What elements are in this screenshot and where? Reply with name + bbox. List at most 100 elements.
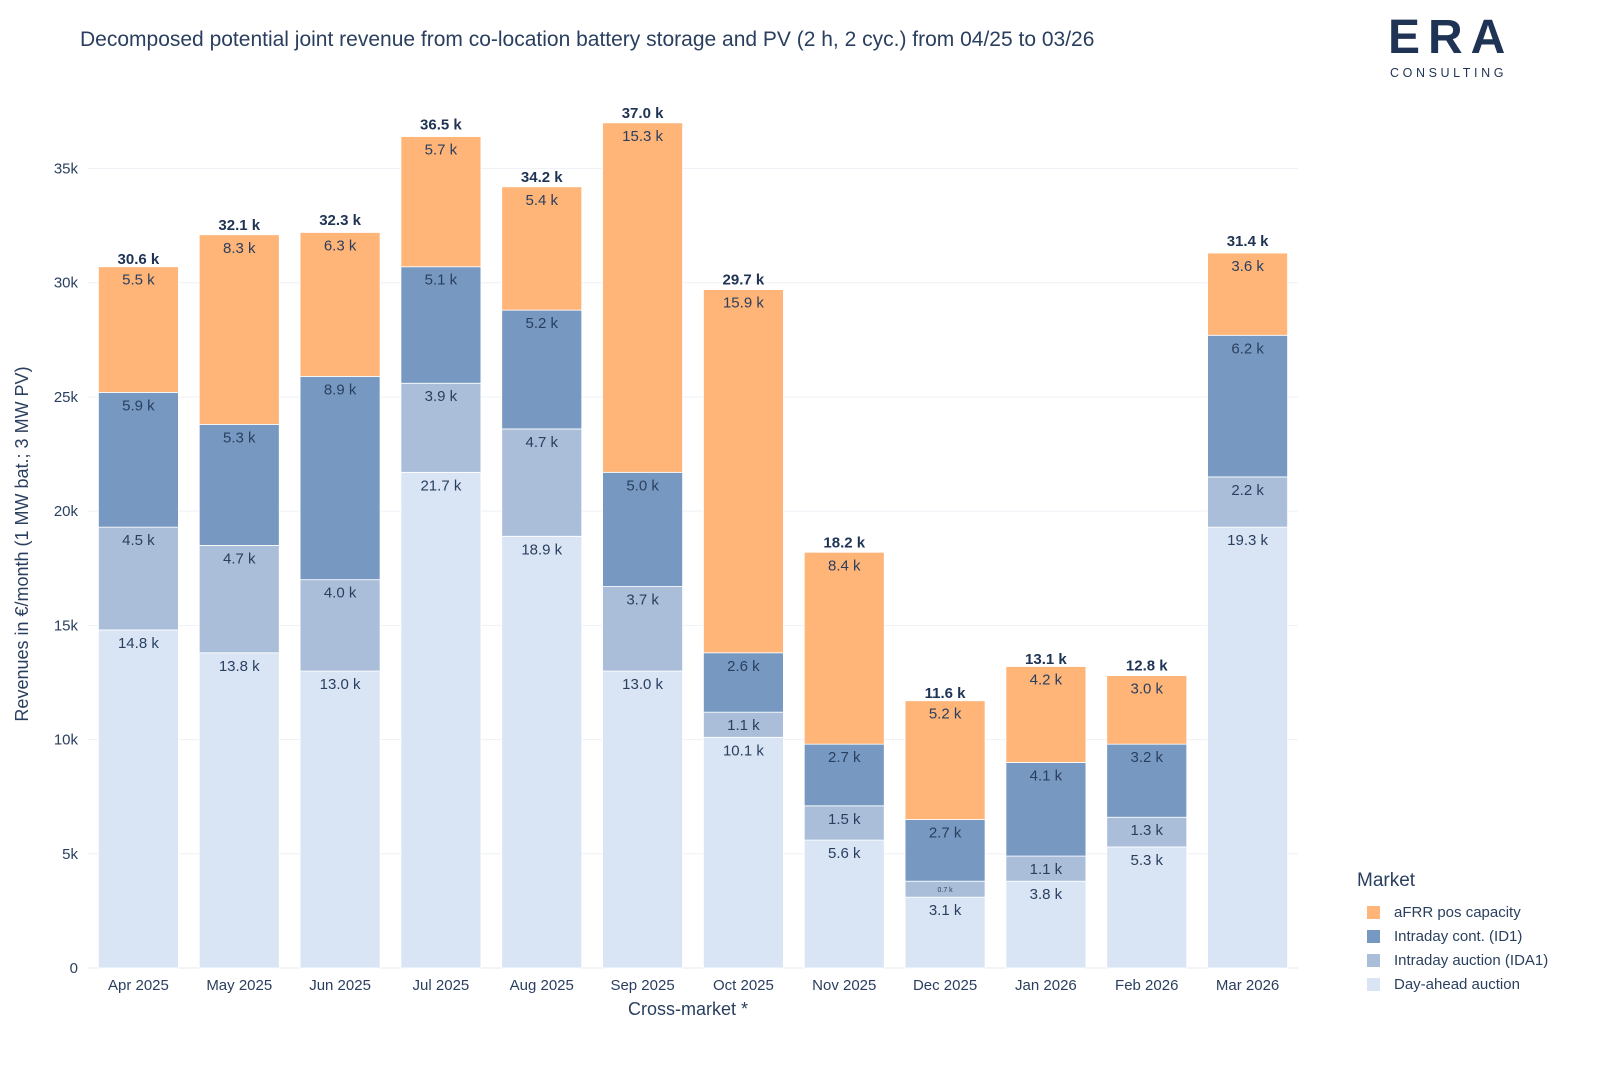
x-tick-label: Nov 2025 — [812, 977, 876, 994]
legend-item-afrr[interactable]: aFRR pos capacity — [1357, 900, 1548, 924]
bar-value-label: 3.6 k — [1231, 258, 1264, 275]
bar-segment[interactable] — [299, 670, 381, 969]
bars — [98, 122, 1288, 969]
y-tick-label: 10k — [54, 732, 79, 749]
legend-item-intraday-auction[interactable]: Intraday auction (IDA1) — [1357, 948, 1548, 972]
bar-value-label: 4.5 k — [122, 532, 155, 549]
bar-total-label: 11.6 k — [925, 685, 967, 702]
era-consulting-logo: ERA CONSULTING — [1388, 10, 1518, 85]
bar-segment[interactable] — [1005, 880, 1087, 969]
bar-segment[interactable] — [803, 551, 885, 745]
data-labels: 14.8 k 4.5 k 5.9 k 5.5 k 30.6 k 13.8 k 4.7 k 5.… — [118, 105, 1270, 919]
legend-label-day-ahead: Day-ahead auction — [1394, 975, 1520, 993]
bar-value-label: 6.2 k — [1231, 340, 1264, 357]
bar-segment[interactable] — [299, 375, 381, 581]
gridlines — [88, 168, 1298, 969]
bar-value-label: 5.9 k — [122, 397, 155, 414]
bar-segment[interactable] — [803, 839, 885, 969]
bar-segment[interactable] — [1106, 743, 1188, 818]
bar-segment[interactable] — [400, 136, 482, 268]
bar-segment[interactable] — [1106, 846, 1188, 969]
bar-value-label: 21.7 k — [420, 477, 461, 494]
bar-segment[interactable] — [1106, 816, 1188, 848]
bar-value-label: 5.0 k — [626, 477, 659, 494]
bar-segment[interactable] — [703, 736, 784, 969]
bar-value-label: 13.0 k — [320, 676, 361, 693]
bar-segment[interactable] — [98, 526, 179, 631]
bar-value-label: 13.0 k — [622, 676, 663, 693]
bar-segment[interactable] — [400, 471, 482, 969]
bar-segment[interactable] — [602, 471, 683, 587]
bar-segment[interactable] — [803, 805, 885, 841]
bar-segment[interactable] — [198, 545, 280, 654]
bar-segment[interactable] — [299, 232, 381, 377]
bar-segment[interactable] — [602, 670, 683, 969]
bar-segment[interactable] — [904, 896, 986, 969]
bar-segment[interactable] — [1207, 476, 1288, 528]
x-tick-label: Apr 2025 — [108, 977, 169, 994]
bar-segment[interactable] — [703, 289, 784, 654]
bar-segment[interactable] — [198, 652, 280, 969]
bar-segment[interactable] — [904, 819, 986, 882]
bar-value-label: 19.3 k — [1227, 532, 1268, 549]
bar-value-label: 5.3 k — [1130, 852, 1163, 869]
bar-segment[interactable] — [98, 391, 179, 528]
legend-swatch-intraday-cont — [1367, 929, 1380, 943]
bar-total-label: 36.5 k — [420, 116, 462, 133]
bar-value-label: 5.7 k — [425, 142, 458, 159]
bar-value-label: 4.0 k — [324, 585, 357, 602]
bar-segment[interactable] — [1207, 252, 1288, 336]
x-tick-label: Dec 2025 — [913, 977, 977, 994]
legend-item-intraday-cont[interactable]: Intraday cont. (ID1) — [1357, 924, 1548, 948]
bar-segment[interactable] — [501, 186, 583, 311]
bar-segment[interactable] — [98, 629, 179, 969]
bar-segment[interactable] — [501, 309, 583, 430]
y-tick-label: 15k — [54, 617, 79, 634]
bar-segment[interactable] — [198, 423, 280, 546]
bar-total-label: 31.4 k — [1227, 233, 1269, 250]
bar-segment[interactable] — [1106, 675, 1188, 745]
bar-value-label: 4.7 k — [223, 550, 256, 567]
bar-value-label: 5.1 k — [425, 272, 458, 289]
y-tick-label: 30k — [54, 275, 79, 292]
x-axis-title: Cross-market * — [628, 999, 748, 1019]
y-tick-label: 0 — [70, 960, 78, 977]
bar-segment[interactable] — [904, 700, 986, 820]
legend-label-intraday-cont: Intraday cont. (ID1) — [1394, 927, 1523, 945]
bar-value-label: 5.6 k — [828, 845, 861, 862]
bar-value-label: 3.1 k — [929, 902, 962, 919]
bar-segment[interactable] — [501, 535, 583, 969]
bar-value-label: 4.1 k — [1030, 767, 1063, 784]
bar-segment[interactable] — [299, 579, 381, 672]
x-tick-label: Aug 2025 — [510, 977, 574, 994]
bar-segment[interactable] — [400, 266, 482, 384]
bar-segment[interactable] — [602, 586, 683, 672]
legend-item-day-ahead[interactable]: Day-ahead auction — [1357, 972, 1548, 996]
bar-segment[interactable] — [1207, 334, 1288, 478]
bar-value-label: 0.7 k — [937, 887, 953, 894]
bar-segment[interactable] — [703, 652, 784, 713]
bar-value-label: 8.4 k — [828, 557, 861, 574]
bar-segment[interactable] — [703, 711, 784, 738]
bar-segment[interactable] — [1005, 666, 1087, 763]
bar-value-label: 4.7 k — [525, 434, 558, 451]
bar-segment[interactable] — [1005, 762, 1087, 857]
bar-value-label: 1.5 k — [828, 811, 861, 828]
bar-value-label: 5.2 k — [929, 706, 962, 723]
bar-total-label: 32.3 k — [319, 212, 361, 229]
bar-segment[interactable] — [1005, 855, 1087, 882]
bar-value-label: 5.5 k — [122, 272, 155, 289]
x-tick-label: Feb 2026 — [1115, 977, 1178, 994]
bar-value-label: 1.1 k — [727, 717, 760, 734]
legend-swatch-afrr — [1367, 905, 1380, 919]
bar-segment[interactable] — [602, 122, 683, 473]
bar-segment[interactable] — [1207, 526, 1288, 969]
bar-value-label: 8.9 k — [324, 381, 357, 398]
bar-segment[interactable] — [198, 234, 280, 425]
chart-title: Decomposed potential joint revenue from … — [80, 28, 1095, 51]
bar-value-label: 14.8 k — [118, 635, 159, 652]
bar-segment[interactable] — [98, 266, 179, 393]
bar-segment[interactable] — [803, 743, 885, 807]
bar-segment[interactable] — [501, 428, 583, 537]
x-tick-label: Jul 2025 — [413, 977, 470, 994]
